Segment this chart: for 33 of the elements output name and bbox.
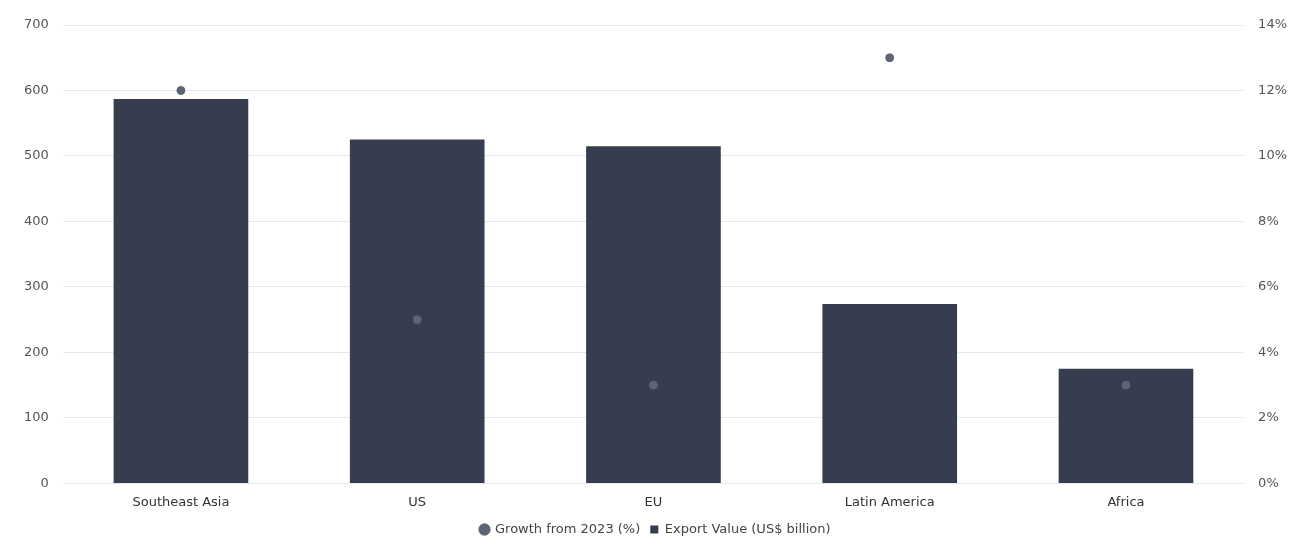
legend-label: Export Value (US$ billion) bbox=[664, 520, 831, 536]
x-tick-label: Latin America bbox=[844, 493, 935, 509]
y2-tick-label: 14% bbox=[1258, 16, 1288, 32]
y2-tick-label: 2% bbox=[1258, 409, 1279, 425]
y2-tick-label: 10% bbox=[1258, 147, 1288, 163]
bar bbox=[1058, 368, 1194, 483]
y2-tick-label: 8% bbox=[1258, 212, 1279, 228]
legend-label: Growth from 2023 (%) bbox=[495, 520, 641, 536]
bar bbox=[586, 146, 721, 483]
y-tick-label: 200 bbox=[23, 343, 49, 359]
bar bbox=[822, 303, 958, 483]
x-tick-label: EU bbox=[644, 493, 663, 509]
y-tick-label: 300 bbox=[23, 278, 49, 294]
y-tick-label: 0 bbox=[40, 474, 49, 490]
y-tick-label: 400 bbox=[23, 212, 49, 228]
point bbox=[648, 380, 658, 390]
point bbox=[412, 315, 422, 325]
x-tick-label: Southeast Asia bbox=[132, 493, 230, 509]
x-tick-label: Africa bbox=[1107, 493, 1145, 509]
point bbox=[1121, 380, 1131, 390]
x-tick-label: US bbox=[408, 493, 427, 509]
y-tick-label: 100 bbox=[23, 409, 49, 425]
point bbox=[176, 85, 186, 95]
y2-tick-label: 12% bbox=[1258, 81, 1288, 97]
bar bbox=[349, 139, 485, 483]
y-tick-label: 700 bbox=[23, 16, 49, 32]
y2-tick-label: 4% bbox=[1258, 343, 1279, 359]
y2-tick-label: 0% bbox=[1258, 474, 1279, 490]
bar bbox=[113, 99, 249, 483]
point bbox=[885, 53, 895, 63]
y-tick-label: 500 bbox=[23, 147, 49, 163]
y2-tick-label: 6% bbox=[1258, 278, 1279, 294]
y-tick-label: 600 bbox=[23, 81, 49, 97]
